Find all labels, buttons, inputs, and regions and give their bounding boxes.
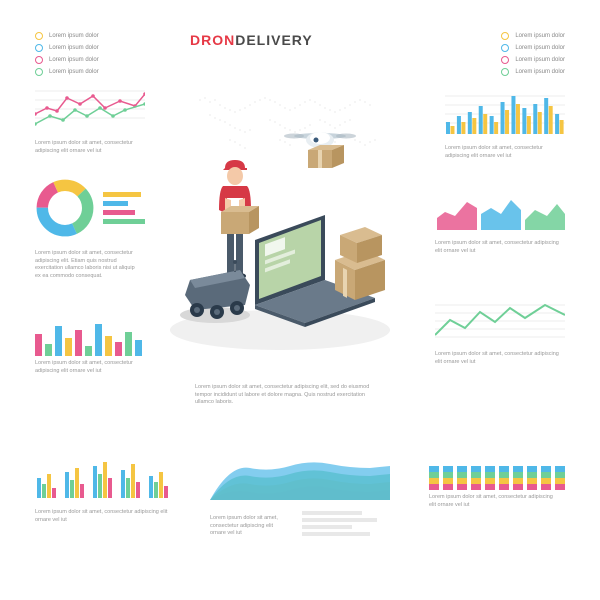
- area-chart: [525, 190, 565, 230]
- chart-caption: Lorem ipsum dolor sit amet, consectetur …: [429, 494, 559, 509]
- legend-item: Lorem ipsum dolor: [501, 44, 565, 52]
- chart-caption: Lorem ipsum dolor sit amet, consectetur …: [445, 145, 565, 160]
- legend-item: Lorem ipsum dolor: [501, 32, 565, 40]
- legend-label: Lorem ipsum dolor: [515, 45, 565, 51]
- legend-swatch: [501, 68, 509, 76]
- stacked-col: [471, 466, 481, 490]
- legend-label: Lorem ipsum dolor: [515, 57, 565, 63]
- grouped-bars: [35, 450, 175, 500]
- chart-caption: Lorem ipsum dolor sit amet, consectetur …: [210, 515, 290, 538]
- legend-item: Lorem ipsum dolor: [501, 68, 565, 76]
- bar-chart-tr: [445, 86, 565, 136]
- bar: [75, 330, 82, 356]
- legend-label: Lorem ipsum dolor: [49, 57, 99, 63]
- hbar-grey: [302, 532, 370, 536]
- area-chart: [437, 190, 477, 230]
- bar: [55, 326, 62, 356]
- stacked-col: [443, 466, 453, 490]
- legend-swatch: [35, 44, 43, 52]
- bar: [85, 346, 92, 356]
- legend-swatch: [501, 32, 509, 40]
- stacked-col: [485, 466, 495, 490]
- chart-caption: Lorem ipsum dolor sit amet, consectetur …: [35, 140, 140, 155]
- stacked-col: [527, 466, 537, 490]
- title-part1: DRON: [190, 32, 235, 48]
- line-chart: [35, 86, 145, 131]
- bar: [45, 344, 52, 356]
- center-illustration: [155, 130, 405, 360]
- hbar-grey: [302, 525, 352, 529]
- page-title: DRONDELIVERY: [190, 32, 313, 48]
- stacked-col: [555, 466, 565, 490]
- stacked-waves: [210, 450, 390, 500]
- legend-label: Lorem ipsum dolor: [49, 33, 99, 39]
- line-right-block: Lorem ipsum dolor sit amet, consectetur …: [435, 300, 565, 366]
- title-part2: DELIVERY: [235, 32, 313, 48]
- stacked-col: [457, 466, 467, 490]
- legend-item: Lorem ipsum dolor: [501, 56, 565, 64]
- areas-row: [437, 190, 565, 230]
- legend-swatch: [501, 56, 509, 64]
- stacked-col: [513, 466, 523, 490]
- bars-tr-block: Lorem ipsum dolor sit amet, consectetur …: [445, 86, 565, 160]
- donut-caption: Lorem ipsum dolor sit amet, consectetur …: [35, 250, 140, 281]
- chart-caption: Lorem ipsum dolor sit amet, consectetur …: [435, 351, 565, 366]
- bars-left-bottom-block: Lorem ipsum dolor sit amet, consectetur …: [35, 320, 142, 375]
- grouped-bars-block: Lorem ipsum dolor sit amet, consectetur …: [35, 450, 175, 524]
- legend-item: Lorem ipsum dolor: [35, 32, 99, 40]
- stacked-bars: [429, 450, 565, 490]
- bars-left-bottom: [35, 320, 142, 356]
- legend-label: Lorem ipsum dolor: [49, 45, 99, 51]
- chart-caption: Lorem ipsum dolor sit amet, consectetur …: [35, 360, 140, 375]
- hbars: [103, 192, 145, 224]
- waves-block: Lorem ipsum dolor sit amet, consectetur …: [210, 450, 390, 538]
- bar: [65, 338, 72, 356]
- legend-swatch: [501, 44, 509, 52]
- legend-label: Lorem ipsum dolor: [49, 69, 99, 75]
- legend-label: Lorem ipsum dolor: [515, 33, 565, 39]
- bar: [125, 332, 132, 356]
- hbar: [103, 201, 128, 206]
- stacked-bars-block: Lorem ipsum dolor sit amet, consectetur …: [429, 450, 565, 509]
- hbar-grey: [302, 511, 362, 515]
- hbar-grey: [302, 518, 377, 522]
- legend-top-left: Lorem ipsum dolor Lorem ipsum dolor Lorem …: [35, 32, 99, 76]
- bar: [95, 324, 102, 356]
- area-chart: [481, 190, 521, 230]
- legend-swatch: [35, 32, 43, 40]
- legend-swatch: [35, 68, 43, 76]
- hbar: [103, 219, 145, 224]
- hbar: [103, 210, 135, 215]
- stacked-col: [499, 466, 509, 490]
- chart-caption: Lorem ipsum dolor sit amet, consectetur …: [35, 509, 170, 524]
- donut-chart: [35, 178, 95, 238]
- center-caption: Lorem ipsum dolor sit amet, consectetur …: [195, 384, 385, 407]
- bar: [105, 336, 112, 356]
- legend-item: Lorem ipsum dolor: [35, 68, 99, 76]
- bar: [115, 342, 122, 356]
- donut-block: [35, 178, 145, 238]
- legend-item: Lorem ipsum dolor: [35, 56, 99, 64]
- line-chart-right: [435, 300, 565, 342]
- areas-caption: Lorem ipsum dolor sit amet, consectetur …: [435, 240, 565, 255]
- legend-top-right: Lorem ipsum dolor Lorem ipsum dolor Lorem …: [501, 32, 565, 76]
- bar: [35, 334, 42, 356]
- hbar: [103, 192, 141, 197]
- legend-item: Lorem ipsum dolor: [35, 44, 99, 52]
- legend-swatch: [35, 56, 43, 64]
- stacked-col: [429, 466, 439, 490]
- legend-label: Lorem ipsum dolor: [515, 69, 565, 75]
- bar: [135, 340, 142, 356]
- line-chart-block: Lorem ipsum dolor sit amet, consectetur …: [35, 86, 145, 155]
- stacked-col: [541, 466, 551, 490]
